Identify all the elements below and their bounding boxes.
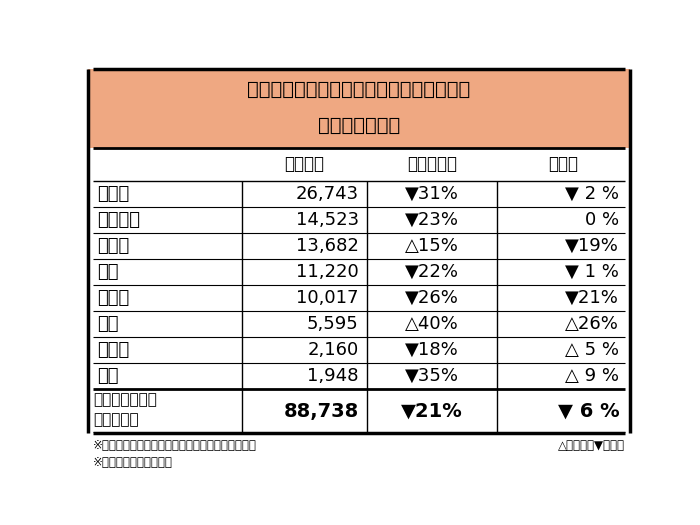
Text: 前月比: 前月比: [549, 155, 578, 173]
Text: 13,682: 13,682: [296, 237, 358, 255]
Text: 前年同月比: 前年同月比: [407, 155, 457, 173]
Text: ▼26%: ▼26%: [405, 289, 459, 307]
Text: △15%: △15%: [405, 237, 459, 255]
Text: 88,738: 88,738: [284, 402, 358, 421]
Text: 11,220: 11,220: [296, 263, 358, 281]
Text: 日産: 日産: [97, 315, 119, 333]
Text: △は増加、▼は減少: △は増加、▼は減少: [558, 439, 624, 452]
Text: ▼18%: ▼18%: [405, 341, 459, 359]
Text: 26,743: 26,743: [295, 185, 358, 203]
Text: △40%: △40%: [405, 315, 459, 333]
Text: いず: いず: [97, 341, 130, 359]
Text: 0 %: 0 %: [585, 211, 619, 229]
Text: ▼21%: ▼21%: [401, 402, 463, 421]
Text: 主な日系ブランドの２月の自動車販売台数: 主な日系ブランドの２月の自動車販売台数: [247, 80, 470, 99]
Text: 総販売台数: 総販売台数: [93, 413, 139, 427]
Text: △ 5 %: △ 5 %: [565, 341, 619, 359]
Text: 5,595: 5,595: [307, 315, 358, 333]
Text: ※自動車工業会データより。日産はダットサン含む: ※自動車工業会データより。日産はダットサン含む: [93, 439, 257, 452]
Text: 販売台数: 販売台数: [284, 155, 325, 173]
Text: トヨタ: トヨタ: [97, 185, 130, 203]
Text: 2,160: 2,160: [307, 341, 358, 359]
Text: △ 9 %: △ 9 %: [565, 367, 619, 385]
Text: ▼19%: ▼19%: [566, 237, 619, 255]
Text: △26%: △26%: [566, 315, 619, 333]
Text: ダイハツ: ダイハツ: [97, 211, 140, 229]
Text: 日系以外を含む: 日系以外を含む: [93, 393, 157, 407]
Text: 1,948: 1,948: [307, 367, 358, 385]
Text: 三菱: 三菱: [97, 263, 119, 281]
Text: 10,017: 10,017: [296, 289, 358, 307]
Text: ▼31%: ▼31%: [405, 185, 459, 203]
Text: ▼23%: ▼23%: [405, 211, 459, 229]
Text: 日野: 日野: [97, 367, 119, 385]
Text: ▼ 2 %: ▼ 2 %: [565, 185, 619, 203]
Text: ※小数点以下は切り上げ: ※小数点以下は切り上げ: [93, 456, 173, 469]
Text: （出荷ベース）: （出荷ベース）: [318, 116, 400, 135]
Text: ▼35%: ▼35%: [405, 367, 459, 385]
Text: スズキ: スズキ: [97, 289, 130, 307]
Text: ホンダ: ホンダ: [97, 237, 130, 255]
Text: ▼22%: ▼22%: [405, 263, 459, 281]
Text: ▼21%: ▼21%: [566, 289, 619, 307]
Text: ▼ 1 %: ▼ 1 %: [566, 263, 619, 281]
Text: 14,523: 14,523: [295, 211, 358, 229]
Text: ▼ 6 %: ▼ 6 %: [557, 402, 619, 421]
